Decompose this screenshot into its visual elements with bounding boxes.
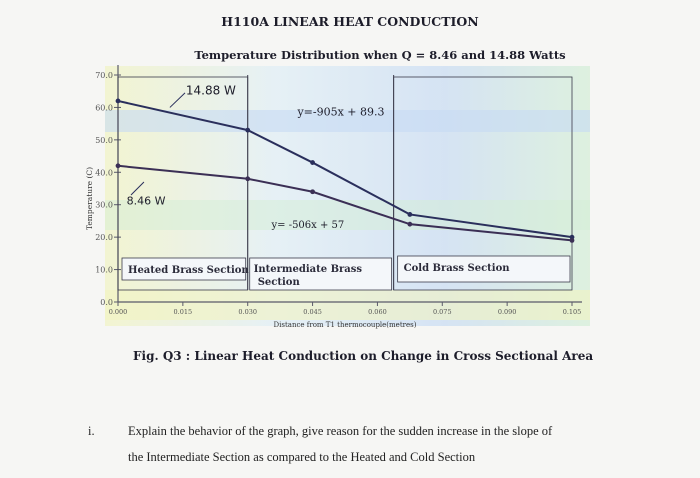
question-text-line-1: Explain the behavior of the graph, give … (128, 424, 553, 438)
x-tick-label: 0.060 (368, 308, 387, 316)
section-box-heated (117, 76, 249, 291)
question-text-line-2: the Intermediate Section as compared to … (128, 450, 476, 464)
y-axis-title: Temperature (C) (85, 167, 94, 230)
section-label-box-cold (397, 255, 571, 283)
y-tick-label: 0.0 (100, 298, 113, 307)
data-point (407, 212, 413, 217)
background-band (105, 290, 590, 320)
y-tick-label: 20.0 (95, 233, 113, 242)
section-label-box-heated (121, 257, 247, 281)
figure-caption: Fig. Q3 : Linear Heat Conduction on Chan… (133, 349, 594, 363)
data-point (245, 176, 251, 182)
background-band (105, 200, 590, 230)
y-tick-label: 70.0 (95, 71, 113, 80)
y-tick-label: 50.0 (95, 136, 113, 145)
data-point (245, 127, 251, 133)
x-tick-label: 0.015 (174, 308, 193, 316)
x-tick-label: 0.045 (303, 308, 322, 316)
section-label-intermediate-line2: Section (258, 277, 301, 288)
x-tick-label: 0.075 (433, 308, 452, 316)
x-tick-label: 0.105 (563, 308, 582, 316)
data-point (115, 98, 121, 104)
chart-title: H110A LINEAR HEAT CONDUCTION (221, 14, 479, 29)
data-point (407, 221, 413, 227)
data-point (310, 160, 315, 165)
question-label: i. (88, 424, 95, 438)
y-tick-label: 30.0 (95, 201, 113, 210)
y-tick-label: 40.0 (95, 168, 113, 177)
annotation-equation-8-46w: y= -506x + 57 (270, 220, 344, 231)
data-point (310, 189, 315, 195)
background-band (105, 110, 590, 132)
x-tick-label: 0.030 (238, 308, 257, 316)
annotation-pointer (169, 92, 186, 108)
x-axis-title: Distance from T1 thermocouple(metres) (274, 321, 417, 329)
data-point (569, 237, 575, 243)
chart-subtitle: Temperature Distribution when Q = 8.46 a… (194, 48, 566, 62)
annotation-equation-14-88w: y=-905x + 89.3 (296, 106, 384, 119)
section-label-intermediate-line1: Intermediate Brass (254, 264, 363, 275)
section-label-heated: Heated Brass Section (128, 265, 249, 276)
y-tick-label: 60.0 (95, 103, 113, 112)
annotation-label-14-88w: 14.88 W (186, 83, 236, 97)
annotation-pointer (130, 181, 145, 196)
x-tick-label: 0.000 (109, 308, 128, 316)
y-tick-label: 10.0 (95, 266, 113, 275)
section-label-box-intermediate (249, 257, 393, 291)
annotation-label-8-46w: 8.46 W (127, 195, 166, 208)
section-box-cold (393, 76, 573, 291)
data-point (115, 163, 121, 169)
x-tick-label: 0.090 (498, 308, 517, 316)
section-label-cold: Cold Brass Section (404, 263, 511, 274)
